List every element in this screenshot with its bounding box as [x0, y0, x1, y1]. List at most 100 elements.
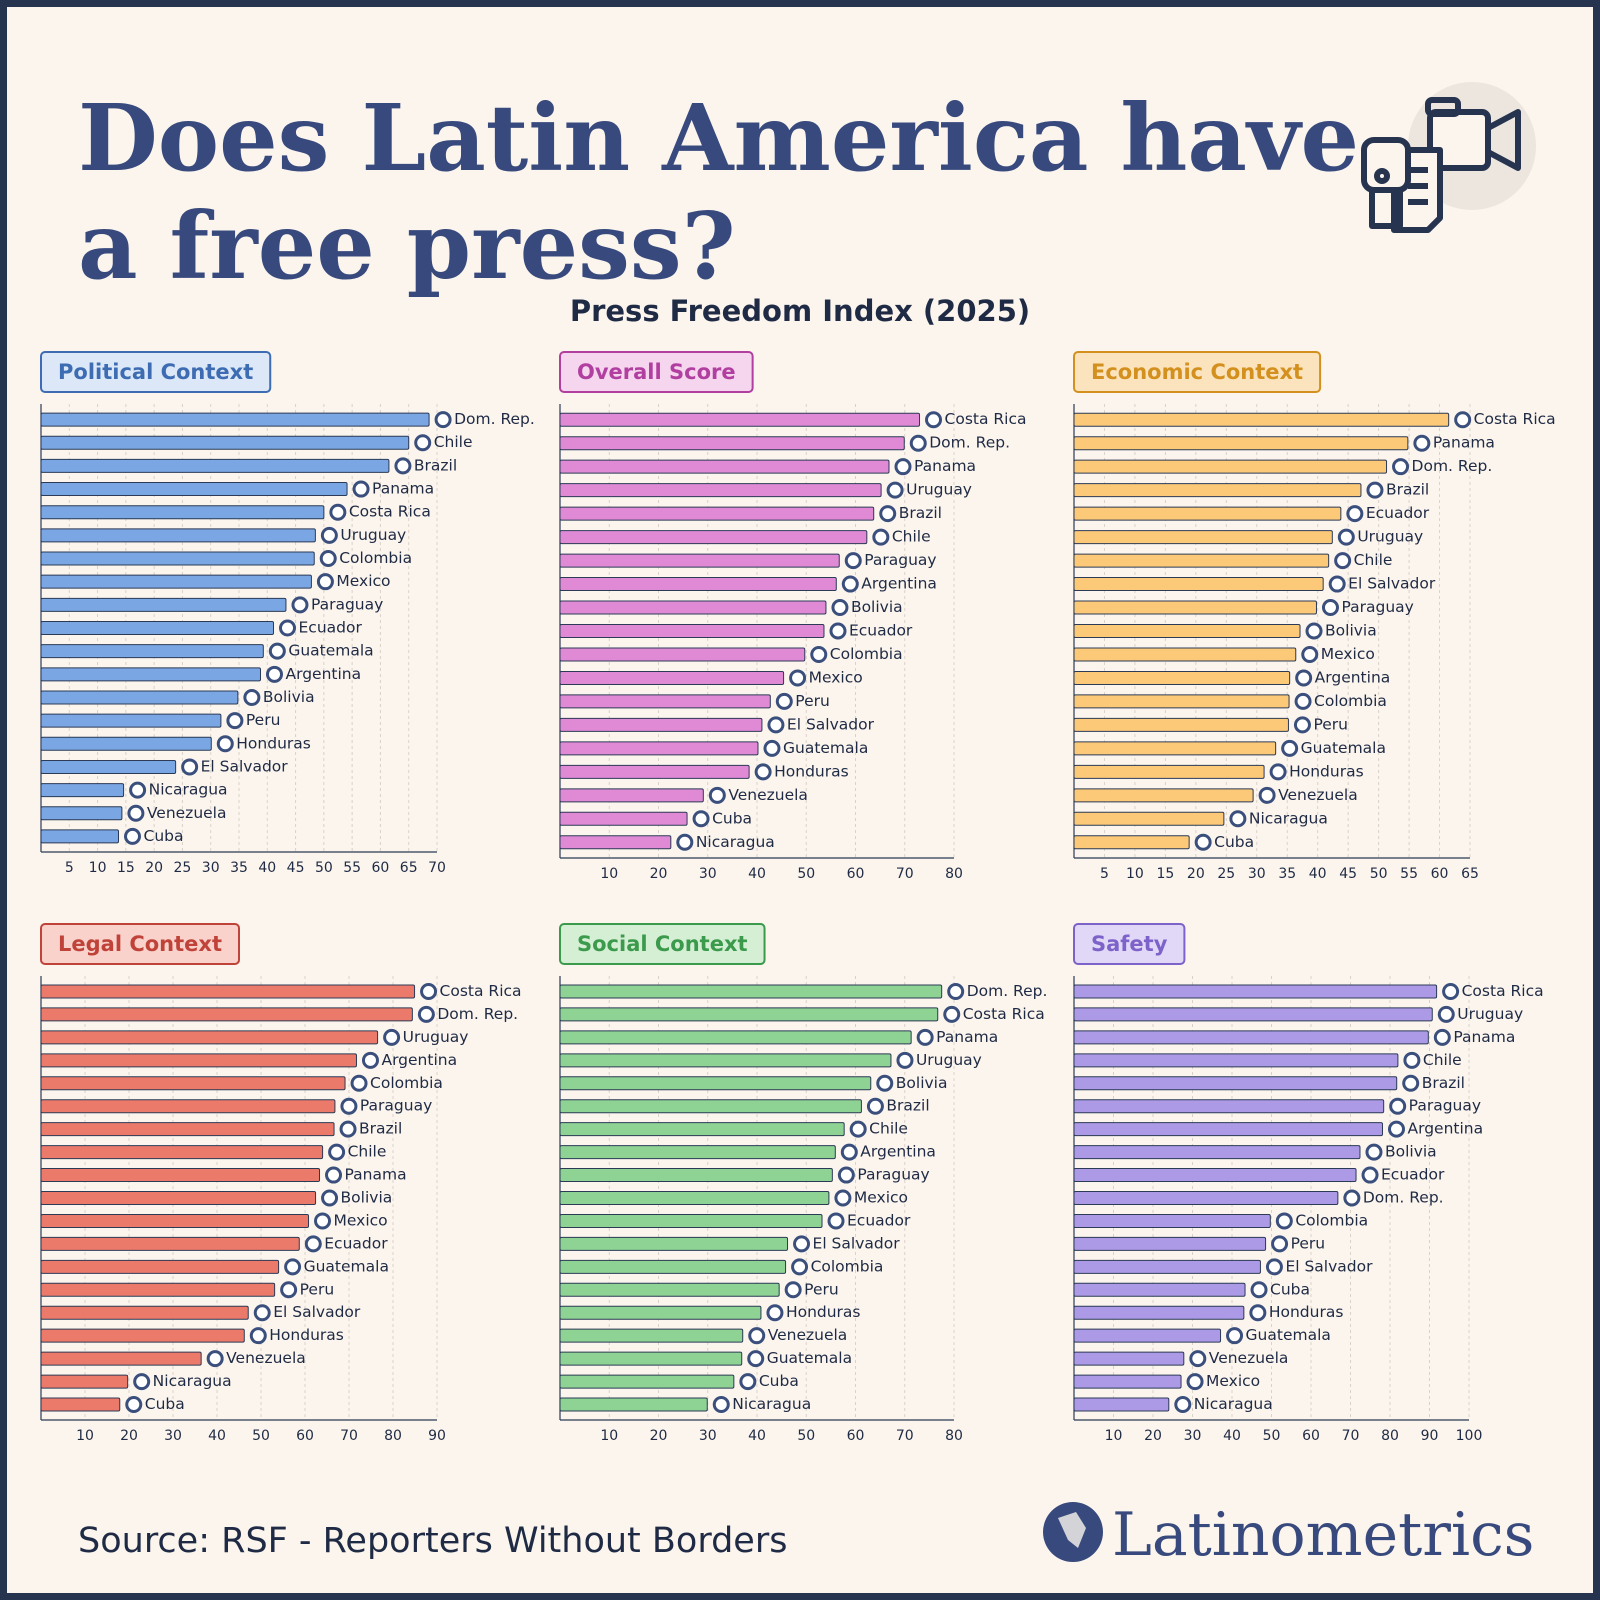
- flag-icon: [1249, 1304, 1267, 1322]
- flag-icon: [1413, 434, 1431, 452]
- panel-title-box: [1073, 923, 1186, 965]
- category-label: El Salvador: [1348, 575, 1436, 593]
- category-label: Uruguay: [1357, 528, 1423, 546]
- flag-icon: [253, 1304, 271, 1322]
- category-label: El Salvador: [201, 757, 289, 775]
- flag-icon: [1229, 810, 1247, 828]
- panel-title-box: [559, 351, 754, 393]
- category-label: Nicaragua: [696, 833, 775, 851]
- bar: [40, 1030, 379, 1045]
- category-label: Brazil: [1422, 1074, 1465, 1092]
- flag-icon: [886, 481, 904, 499]
- category-label: Paraguay: [864, 551, 936, 569]
- category-label: Nicaragua: [153, 1372, 232, 1390]
- x-tick-label: 20: [1144, 1428, 1162, 1444]
- flag-icon: [692, 810, 710, 828]
- bar: [1073, 1236, 1267, 1251]
- bar: [559, 483, 882, 498]
- x-tick-label: 60: [1302, 1428, 1320, 1444]
- flag-icon: [1387, 1120, 1405, 1138]
- x-tick-label: 80: [945, 1428, 963, 1444]
- bar: [1073, 459, 1388, 474]
- bar: [40, 1397, 121, 1412]
- category-label: Paraguay: [1341, 598, 1413, 616]
- category-label: Mexico: [854, 1189, 908, 1207]
- flag-icon: [133, 1373, 151, 1391]
- x-tick-label: 30: [202, 860, 220, 876]
- flag-icon: [124, 827, 142, 845]
- flag-icon: [321, 1189, 339, 1207]
- bar: [1073, 788, 1254, 803]
- bar: [559, 1236, 789, 1251]
- x-tick-label: 30: [164, 1428, 182, 1444]
- category-label: Bolivia: [1385, 1143, 1437, 1161]
- bar: [559, 624, 825, 638]
- flag-icon: [841, 575, 859, 593]
- x-tick-label: 15: [1156, 866, 1174, 882]
- bar: [1073, 764, 1265, 779]
- flag-icon: [872, 528, 890, 546]
- flag-icon: [784, 1281, 802, 1299]
- flag-icon: [1366, 481, 1384, 499]
- bar: [40, 1282, 276, 1297]
- flag-icon: [434, 411, 452, 429]
- category-label: Ecuador: [1381, 1166, 1445, 1184]
- flag-icon: [1454, 411, 1472, 429]
- bar: [40, 1053, 357, 1068]
- panel-title: Legal Context: [58, 932, 222, 956]
- chart-panel: Safety 10 20 30 40 50 60 70 80 90 100 Costa Rica Uru…: [1073, 923, 1544, 1444]
- category-label: Guatemala: [783, 739, 868, 757]
- flag-icon: [1226, 1327, 1244, 1345]
- category-label: Mexico: [1206, 1372, 1260, 1390]
- bar: [40, 1213, 310, 1228]
- bar: [1073, 1168, 1357, 1183]
- x-tick-label: 20: [650, 1428, 668, 1444]
- category-label: Chile: [348, 1143, 387, 1161]
- x-tick-label: 55: [343, 860, 361, 876]
- category-label: Ecuador: [847, 1211, 911, 1229]
- bar: [1073, 984, 1438, 999]
- x-tick-label: 60: [372, 860, 390, 876]
- bar: [559, 1259, 787, 1274]
- category-label: Panama: [936, 1028, 998, 1046]
- bar: [40, 1374, 129, 1389]
- category-label: Colombia: [1295, 1211, 1368, 1229]
- flag-icon: [909, 434, 927, 452]
- flag-icon: [739, 1373, 757, 1391]
- bar: [559, 1328, 744, 1343]
- x-tick-label: 10: [76, 1428, 94, 1444]
- category-label: Argentina: [285, 665, 361, 683]
- category-label: Paraguay: [360, 1097, 432, 1115]
- flag-icon: [1194, 833, 1212, 851]
- bar: [40, 713, 222, 728]
- category-label: Guatemala: [1246, 1326, 1331, 1344]
- bar: [1073, 717, 1289, 732]
- x-tick-label: 50: [252, 1428, 270, 1444]
- flag-icon: [916, 1028, 934, 1046]
- x-tick-label: 50: [1263, 1428, 1281, 1444]
- category-label: Guatemala: [288, 642, 373, 660]
- x-tick-label: 30: [699, 1428, 717, 1444]
- bar: [40, 412, 430, 427]
- flag-icon: [837, 1166, 855, 1184]
- category-label: Brazil: [1386, 481, 1429, 499]
- bar: [559, 600, 827, 615]
- bar: [559, 1168, 833, 1183]
- chart-panel: Social Context 10 20 30 40 50 60 70 80 Dom. Rep. C…: [559, 923, 1047, 1444]
- flag-icon: [1403, 1051, 1421, 1069]
- bar: [559, 670, 785, 685]
- flag-icon: [754, 763, 772, 781]
- bar: [40, 783, 125, 798]
- flag-icon: [1361, 1166, 1379, 1184]
- category-label: Panama: [914, 457, 976, 475]
- bar: [559, 506, 875, 521]
- category-label: Dom. Rep.: [437, 1005, 518, 1023]
- bar: [1073, 1328, 1222, 1343]
- category-label: Mexico: [809, 668, 863, 686]
- category-label: Brazil: [359, 1120, 402, 1138]
- x-tick-label: 40: [258, 860, 276, 876]
- bar: [40, 644, 264, 659]
- flag-icon: [325, 1166, 343, 1184]
- x-tick-label: 40: [1309, 866, 1327, 882]
- category-label: Venezuela: [768, 1326, 848, 1344]
